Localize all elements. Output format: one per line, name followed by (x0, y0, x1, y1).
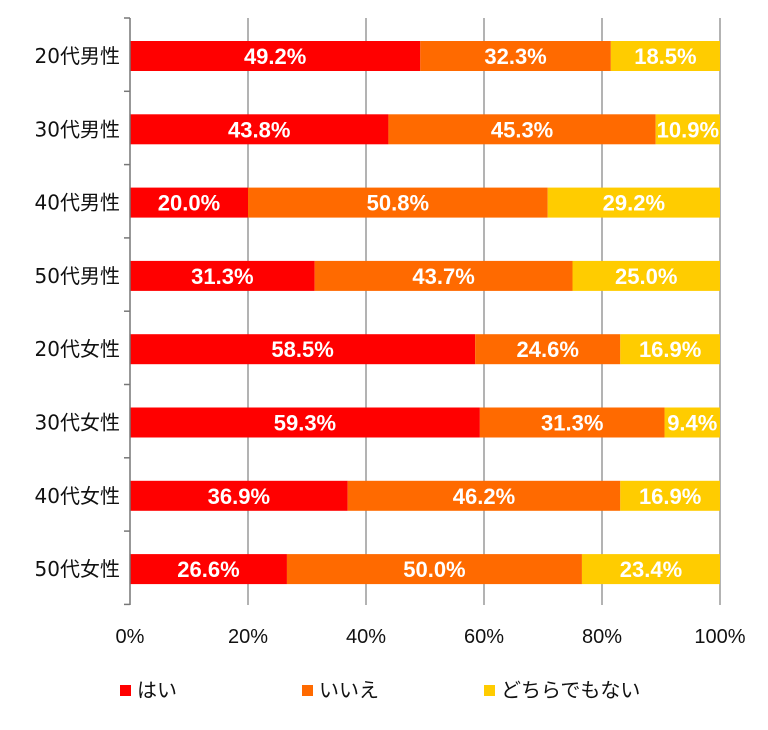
bar-2-4 (314, 260, 573, 291)
category-label-2: 30代男性 (35, 117, 120, 141)
bar-2-1 (420, 41, 611, 71)
bar-3-2 (655, 114, 720, 145)
category-label-5: 20代女性 (35, 337, 120, 361)
category-label-1: 20代男性 (35, 44, 120, 68)
bar-1-7 (130, 480, 348, 511)
data-label-1-7: 36.9% (208, 484, 270, 509)
data-label-1-8: 26.6% (177, 557, 239, 582)
y-axis (124, 17, 131, 606)
data-label-3-4: 25.0% (615, 264, 677, 289)
x-tick-label-80: 80% (582, 626, 622, 648)
data-label-3-2: 10.9% (657, 117, 719, 142)
legend-swatch-1 (120, 685, 131, 696)
bars (130, 41, 720, 585)
legend-label-2: いいえ (319, 678, 379, 702)
bar-1-5 (130, 334, 476, 365)
data-label-3-6: 9.4% (667, 411, 717, 436)
x-tick-label-100: 100% (694, 626, 745, 648)
bar-3-5 (620, 334, 720, 365)
category-label-8: 50代女性 (35, 557, 120, 581)
data-label-2-1: 32.3% (484, 44, 546, 69)
x-tick-labels: 0% 20% 40% 60% 80% 100% (116, 626, 746, 648)
legend: はい いいえ どちらでもない (120, 678, 640, 702)
data-label-2-5: 24.6% (517, 337, 579, 362)
legend-swatch-2 (302, 685, 313, 696)
bar-1-1 (130, 41, 421, 71)
legend-swatch-3 (484, 685, 495, 696)
bar-1-8 (130, 554, 287, 585)
data-label-3-3: 29.2% (603, 191, 665, 216)
legend-label-3: どちらでもない (501, 678, 640, 702)
data-label-3-5: 16.9% (639, 337, 701, 362)
data-label-2-6: 31.3% (541, 411, 603, 436)
bar-2-6 (479, 407, 665, 438)
data-label-3-8: 23.4% (620, 557, 682, 582)
bar-2-7 (347, 480, 621, 511)
category-label-4: 50代男性 (35, 264, 120, 288)
bar-1-4 (130, 260, 315, 291)
x-tick-label-40: 40% (346, 626, 386, 648)
data-labels: 49.2% 32.3% 18.5% 43.8% 45.3% 10.9% 20.0% 50.8%… (158, 44, 719, 582)
category-label-6: 30代女性 (35, 411, 120, 435)
data-label-1-6: 59.3% (274, 411, 336, 436)
bar-3-4 (572, 260, 720, 291)
data-label-3-7: 16.9% (639, 484, 701, 509)
data-label-1-1: 49.2% (244, 44, 306, 69)
category-label-7: 40代女性 (35, 484, 120, 508)
gridlines (247, 18, 721, 605)
bar-3-3 (547, 187, 720, 218)
category-label-3: 40代男性 (35, 191, 120, 215)
data-label-1-2: 43.8% (228, 117, 290, 142)
x-tick-label-0: 0% (116, 626, 145, 648)
data-label-3-1: 18.5% (634, 44, 696, 69)
category-labels: 20代男性 30代男性 40代男性 50代男性 20代女性 30代女性 40代女性 50代女性 (35, 44, 120, 581)
bar-2-8 (286, 554, 582, 585)
bar-3-6 (664, 407, 720, 438)
bar-3-8 (581, 554, 720, 585)
data-label-2-8: 50.0% (403, 557, 465, 582)
legend-label-1: はい (137, 678, 177, 702)
bar-3-1 (610, 41, 720, 71)
data-label-2-2: 45.3% (491, 117, 553, 142)
data-label-2-4: 43.7% (412, 264, 474, 289)
bar-1-3 (130, 187, 248, 218)
data-label-1-5: 58.5% (271, 337, 333, 362)
bar-1-2 (130, 114, 389, 145)
data-label-2-7: 46.2% (453, 484, 515, 509)
bar-1-6 (130, 407, 480, 438)
x-tick-label-20: 20% (228, 626, 268, 648)
data-label-2-3: 50.8% (367, 191, 429, 216)
bar-2-3 (248, 187, 548, 218)
bar-2-2 (388, 114, 656, 145)
x-tick-label-60: 60% (464, 626, 504, 648)
bar-3-7 (620, 480, 720, 511)
bar-2-5 (475, 334, 621, 365)
data-label-1-4: 31.3% (191, 264, 253, 289)
data-label-1-3: 20.0% (158, 191, 220, 216)
